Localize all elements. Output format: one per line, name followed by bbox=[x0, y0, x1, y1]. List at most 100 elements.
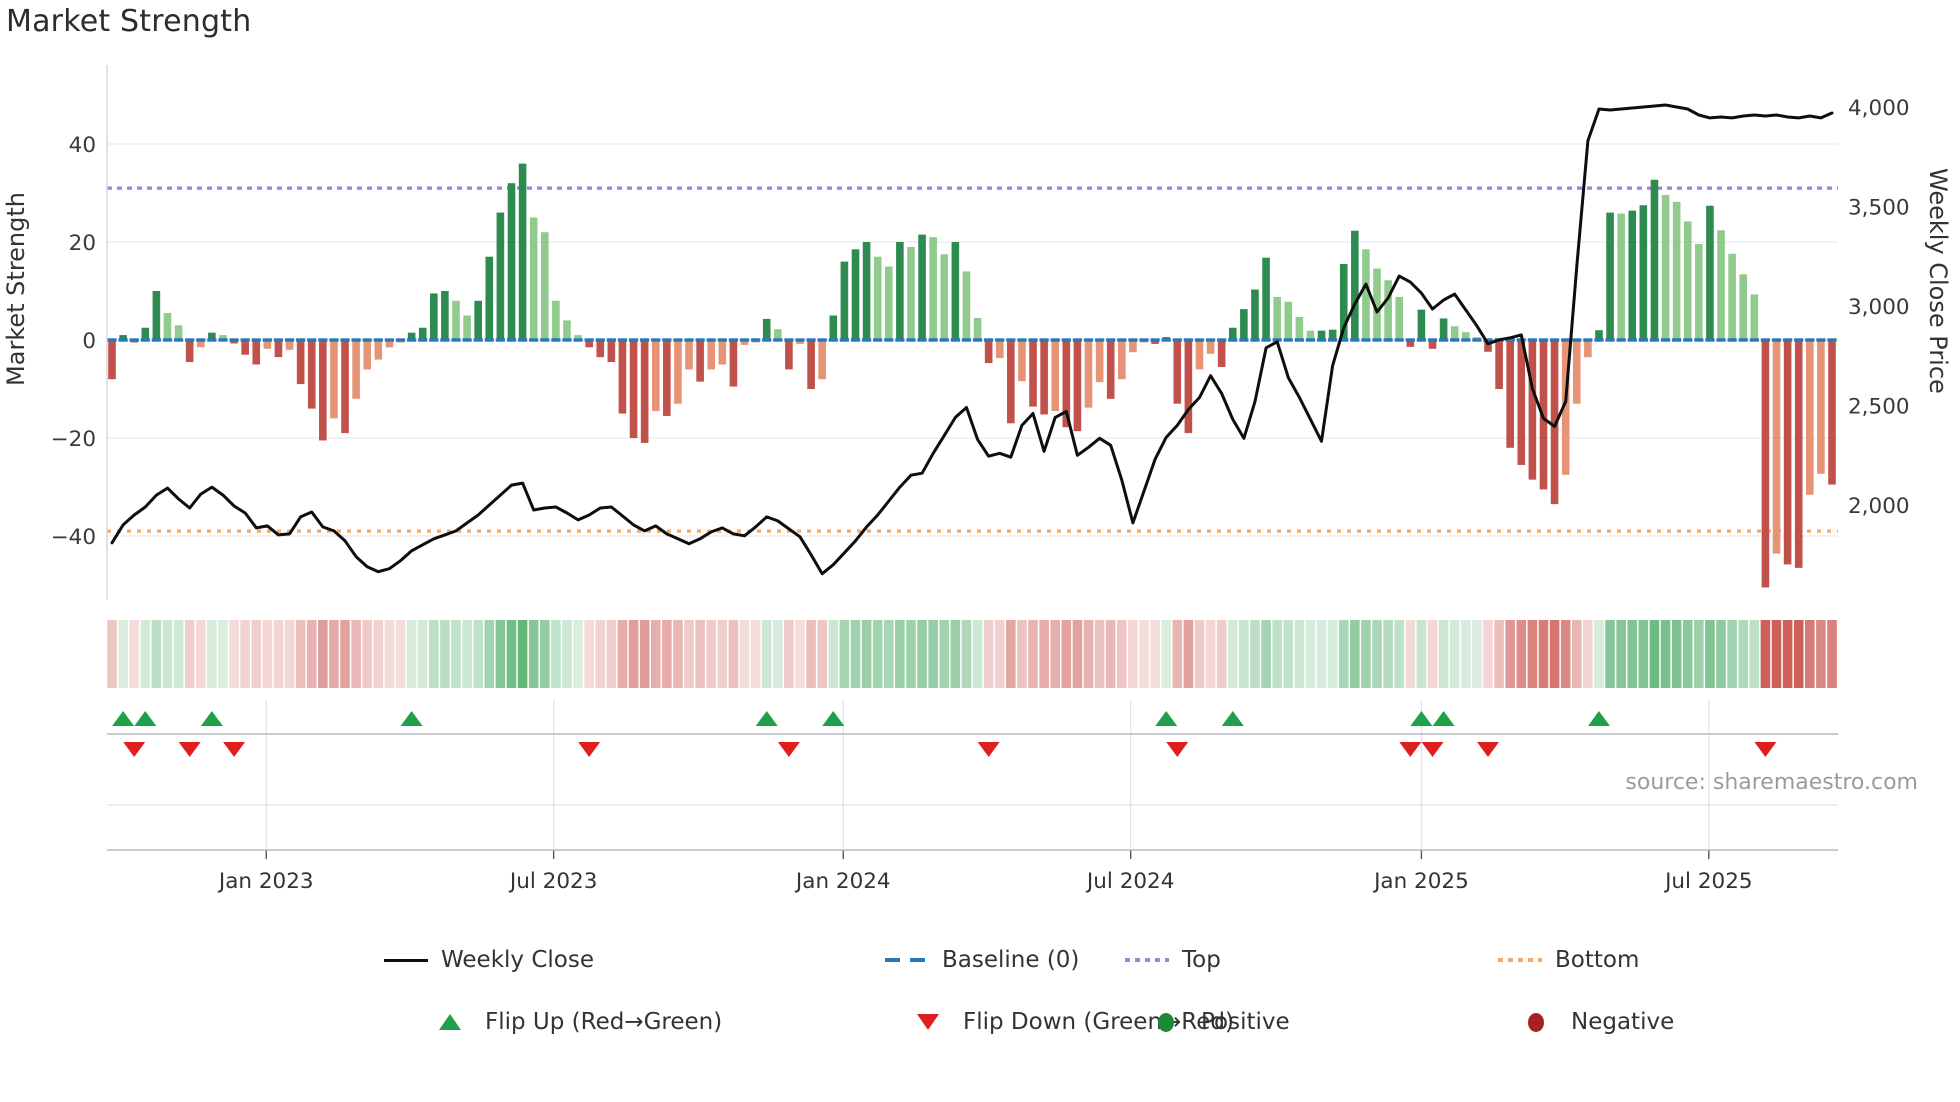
strength-bar bbox=[740, 340, 749, 345]
heatmap-cell bbox=[1449, 620, 1460, 688]
strength-bar bbox=[807, 340, 815, 389]
weekly-close-line-swatch bbox=[384, 958, 428, 962]
heatmap-cell bbox=[1039, 620, 1049, 688]
heatmap-cell bbox=[1183, 620, 1194, 688]
flip-up-marker bbox=[134, 711, 157, 726]
baseline-dash bbox=[218, 338, 228, 342]
flip-down-marker bbox=[1399, 742, 1422, 757]
heatmap-cell bbox=[650, 620, 661, 688]
heatmap-cell bbox=[362, 620, 373, 688]
heatmap-cell bbox=[218, 620, 228, 688]
heatmap-cell bbox=[706, 620, 717, 688]
baseline-dash bbox=[1128, 338, 1138, 342]
heatmap-cell bbox=[462, 620, 472, 688]
strength-bar bbox=[1206, 340, 1215, 354]
baseline-dash bbox=[1538, 338, 1549, 342]
heatmap-cell bbox=[1594, 620, 1604, 688]
right-axis-tick-label: 2,500 bbox=[1848, 395, 1910, 420]
baseline-dash bbox=[784, 338, 794, 342]
baseline-dash bbox=[1450, 338, 1460, 342]
weekly-close-line bbox=[110, 103, 1834, 576]
heatmap-cell bbox=[484, 620, 495, 688]
strength-bar bbox=[1495, 340, 1503, 389]
baseline-dash bbox=[1383, 338, 1393, 342]
baseline-dash bbox=[1549, 338, 1560, 342]
baseline-dash bbox=[595, 338, 605, 342]
heatmap-cell bbox=[739, 620, 750, 688]
strength-bar bbox=[1051, 340, 1060, 412]
baseline-dash bbox=[1716, 338, 1726, 342]
strength-bar bbox=[1384, 280, 1392, 340]
strength-bar bbox=[718, 340, 727, 365]
baseline-dash bbox=[429, 338, 439, 342]
strength-bar bbox=[973, 317, 982, 340]
strength-bar bbox=[1106, 340, 1115, 399]
heatmap-cell bbox=[1627, 620, 1638, 688]
baseline-dash bbox=[1194, 338, 1205, 342]
flip-up-marker bbox=[755, 711, 778, 726]
heatmap-cell bbox=[1139, 620, 1149, 688]
strength-bar bbox=[385, 340, 394, 348]
legend-label: Top bbox=[1182, 947, 1221, 973]
heatmap-cell bbox=[872, 620, 883, 688]
strength-bar bbox=[896, 242, 904, 340]
heatmap-cell bbox=[1372, 620, 1382, 688]
right-axis-tick-label: 4,000 bbox=[1848, 96, 1910, 121]
heatmap-cell bbox=[1061, 620, 1072, 688]
heatmap-cell bbox=[972, 620, 983, 688]
strength-bar bbox=[1339, 264, 1348, 340]
legend-label: Flip Up (Red→Green) bbox=[485, 1009, 723, 1035]
strength-bar bbox=[374, 340, 383, 360]
baseline-dash bbox=[1106, 338, 1116, 342]
left-axis-tick-label: 20 bbox=[69, 231, 96, 256]
baseline-dash bbox=[606, 338, 616, 342]
strength-bar bbox=[1595, 330, 1603, 340]
heatmap-cell bbox=[1461, 620, 1471, 688]
heatmap-cell bbox=[1516, 620, 1527, 688]
baseline-dash bbox=[362, 338, 372, 342]
heatmap-cell bbox=[684, 620, 694, 688]
heatmap-cell bbox=[784, 620, 794, 688]
heatmap-cell bbox=[1416, 620, 1427, 688]
heatmap-cell bbox=[1072, 620, 1083, 688]
heatmap-cell bbox=[850, 620, 861, 688]
flip-up-marker bbox=[400, 711, 423, 726]
baseline-dash bbox=[972, 338, 983, 342]
heatmap-cell bbox=[1128, 620, 1138, 688]
heatmap-cell bbox=[1017, 620, 1027, 688]
heatmap-cell bbox=[528, 620, 539, 688]
baseline-dash bbox=[795, 338, 805, 342]
x-axis-tick-label: Jan 2024 bbox=[794, 869, 891, 894]
baseline-dash bbox=[262, 338, 272, 342]
strength-bar bbox=[829, 315, 838, 340]
baseline-dash bbox=[995, 338, 1005, 342]
strength-bar bbox=[296, 340, 305, 385]
baseline-dash bbox=[806, 338, 816, 342]
x-axis-tick-label: Jan 2023 bbox=[217, 869, 314, 894]
bottom-dots-swatch bbox=[1498, 958, 1542, 962]
strength-bar bbox=[696, 340, 704, 382]
flip-down-marker bbox=[1754, 742, 1777, 757]
baseline-dash bbox=[1771, 338, 1782, 342]
flip-up-marker bbox=[1155, 711, 1178, 726]
strength-bar bbox=[774, 329, 782, 340]
strength-bar bbox=[1228, 327, 1237, 340]
baseline-dash bbox=[1749, 338, 1759, 342]
flip-up-triangle-icon bbox=[439, 1014, 461, 1030]
right-axis-tick-label: 2,000 bbox=[1848, 494, 1910, 519]
strength-bar bbox=[962, 271, 971, 340]
flip-up-marker bbox=[1410, 711, 1433, 726]
strength-bar bbox=[1151, 340, 1159, 344]
heatmap-cell bbox=[129, 620, 139, 688]
baseline-dash bbox=[1394, 338, 1404, 342]
strength-bar bbox=[1650, 179, 1659, 340]
flip-down-triangle-icon bbox=[917, 1014, 939, 1030]
heatmap-cell bbox=[295, 620, 306, 688]
heatmap-cell bbox=[950, 620, 961, 688]
baseline-dash bbox=[207, 338, 217, 342]
strength-bar bbox=[1040, 340, 1048, 415]
heatmap-cell bbox=[251, 620, 262, 688]
strength-bar bbox=[1073, 340, 1082, 432]
baseline-dash bbox=[1672, 338, 1682, 342]
strength-bar bbox=[607, 340, 616, 363]
